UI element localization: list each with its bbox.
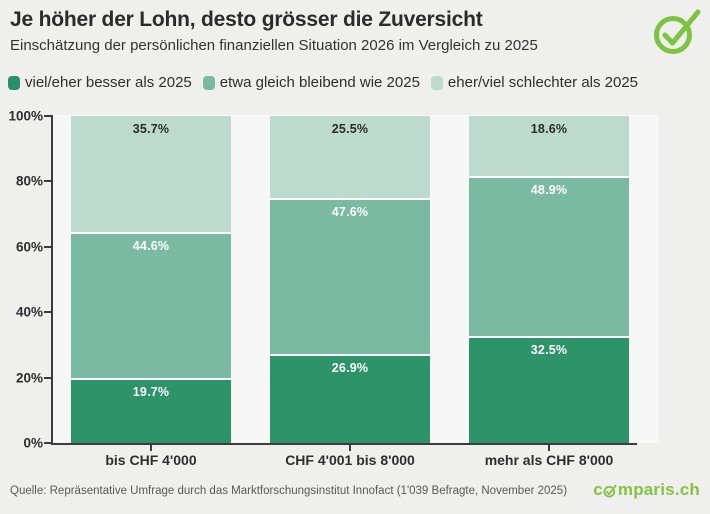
y-tick-label: 0% [23,435,43,451]
x-category-label: bis CHF 4'000 [105,452,197,468]
bar-segment [469,176,629,337]
y-tick-mark [44,245,51,248]
bar-segment [270,355,430,443]
page-title: Je höher der Lohn, desto grösser die Zuv… [10,8,483,31]
legend-label: viel/eher besser als 2025 [25,74,192,91]
comparis-logo[interactable]: c mparis.ch [593,480,700,500]
y-tick-label: 80% [15,173,43,189]
bar-value-label: 19.7% [132,384,170,399]
x-category-label: mehr als CHF 8'000 [484,452,614,468]
x-tick-mark [150,445,152,451]
bar-value-label: 44.6% [132,238,170,253]
bar-value-label: 25.5% [331,122,369,136]
y-tick-mark [44,115,51,117]
bar-value-label: 47.6% [331,205,369,220]
logo-text-suffix: mparis.ch [617,480,700,499]
x-category-label: CHF 4'001 bis 8'000 [285,452,415,468]
y-tick-mark [44,180,51,183]
chart-legend: viel/eher besser als 2025 etwa gleich ble… [8,74,702,91]
segment-separator [469,335,629,338]
check-circle-icon [654,9,701,54]
segment-separator [270,198,430,201]
legend-item-2: eher/viel schlechter als 2025 [430,74,639,91]
segment-separator [71,231,231,234]
x-tick-mark [349,445,351,451]
legend-item-0: viel/eher besser als 2025 [8,74,192,91]
y-tick-label: 20% [15,370,43,386]
segment-separator [71,377,231,380]
segment-separator [469,175,629,178]
y-tick-mark [44,376,51,379]
check-circle-icon [603,484,617,498]
x-tick-mark [548,445,550,451]
y-tick-label: 100% [8,108,43,124]
y-axis-line [51,115,53,445]
legend-swatch-icon [430,75,443,90]
y-tick-label: 60% [15,239,43,255]
bar-value-label: 26.9% [331,361,369,376]
bar-segment [71,116,231,233]
y-tick-mark [44,442,51,444]
bar-value-label: 32.5% [530,342,568,357]
bar-segment [469,116,629,177]
y-tick-label: 40% [15,304,43,320]
segment-separator [270,354,430,357]
y-tick-mark [44,311,51,314]
bar-value-label: 18.6% [530,122,568,136]
legend-label: eher/viel schlechter als 2025 [447,74,639,91]
logo-text-prefix: c [593,480,603,499]
page-subtitle: Einschätzung der persönlichen finanziell… [10,37,538,54]
source-note: Quelle: Repräsentative Umfrage durch das… [10,485,568,497]
bar-value-label: 48.9% [530,182,568,197]
legend-swatch-icon [202,75,215,90]
x-axis-line [51,443,637,445]
legend-swatch-icon [8,75,20,90]
legend-label: etwa gleich bleibend wie 2025 [219,74,420,91]
bar-segment [71,378,231,443]
legend-item-1: etwa gleich bleibend wie 2025 [202,74,420,91]
bar-segment [71,232,231,379]
bar-value-label: 35.7% [132,122,170,136]
bar-segment [270,199,430,356]
bar-segment [469,336,629,443]
bar-segment [270,116,430,200]
